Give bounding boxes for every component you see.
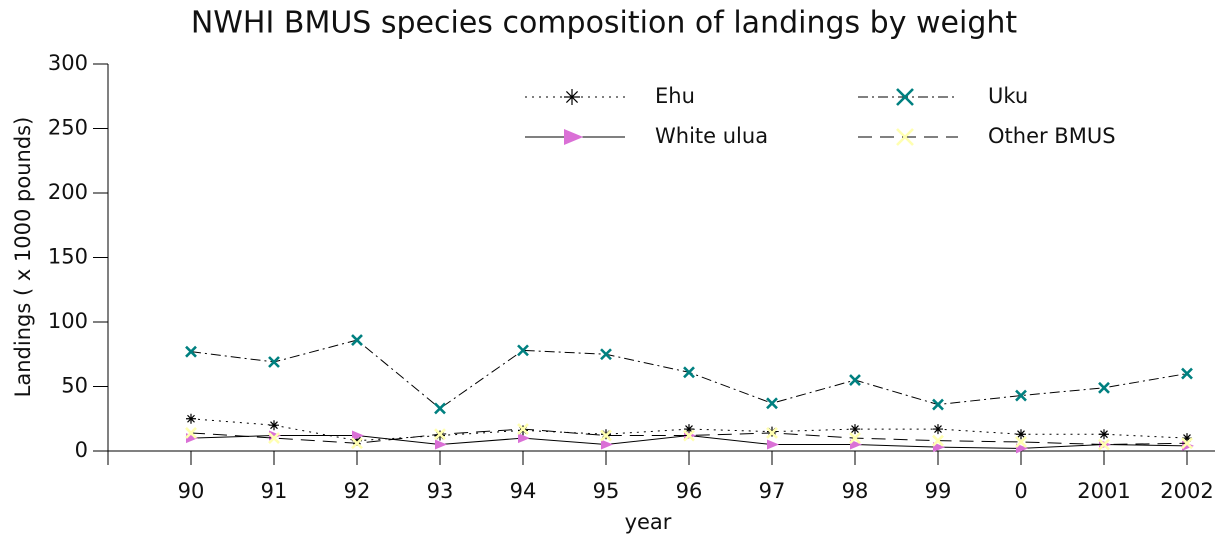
data-point	[600, 348, 612, 361]
x-tick-label: 96	[676, 479, 703, 503]
data-point	[933, 442, 945, 453]
legend-marker	[564, 89, 580, 105]
chart-title: NWHI BMUS species composition of landing…	[191, 6, 1018, 41]
x-tick-label: 99	[925, 479, 952, 503]
legend-label: Uku	[988, 84, 1028, 108]
legend-label: Ehu	[655, 84, 695, 108]
data-point	[684, 424, 694, 435]
x-tick-label: 97	[759, 479, 786, 503]
legend-label: Other BMUS	[988, 124, 1116, 148]
data-point	[185, 345, 197, 358]
data-point	[185, 427, 197, 439]
x-tick-label: 91	[261, 479, 288, 503]
x-tick-label: 93	[427, 479, 454, 503]
data-point	[683, 366, 695, 379]
y-tick-label: 0	[75, 438, 88, 462]
y-tick-label: 250	[48, 116, 88, 140]
x-tick-label: 95	[593, 479, 620, 503]
y-axis-label: Landings ( x 1000 pounds)	[11, 117, 35, 398]
data-point	[932, 434, 944, 447]
data-point	[1015, 389, 1027, 402]
data-point	[434, 402, 446, 415]
x-tick-label: 92	[344, 479, 371, 503]
x-tick-label: 0	[1014, 479, 1027, 503]
data-point	[601, 439, 613, 450]
data-point	[434, 428, 446, 441]
legend-label: White ulua	[655, 124, 768, 148]
y-tick-label: 300	[48, 51, 88, 75]
x-axis-label: year	[625, 510, 672, 534]
legend-marker	[564, 129, 584, 145]
data-point	[435, 439, 447, 450]
data-point	[767, 439, 779, 450]
data-point	[932, 398, 944, 411]
data-point	[849, 432, 861, 445]
data-point	[268, 432, 280, 445]
x-tick-label: 90	[178, 479, 205, 503]
data-point	[517, 423, 529, 435]
x-tick-label: 94	[510, 479, 537, 503]
data-point	[1181, 437, 1193, 450]
data-point	[1016, 429, 1026, 440]
legend-marker	[896, 128, 914, 146]
data-point	[766, 427, 778, 439]
data-point	[1181, 367, 1193, 380]
y-tick-label: 50	[61, 374, 88, 398]
x-tick-label: 2002	[1160, 479, 1213, 503]
data-point	[351, 334, 363, 346]
data-point	[518, 433, 530, 444]
legend-marker	[896, 88, 914, 106]
data-point	[766, 397, 778, 410]
data-point	[683, 429, 695, 442]
data-point	[1098, 438, 1110, 451]
series-line	[190, 339, 1188, 410]
data-point	[849, 374, 861, 386]
data-point	[517, 344, 529, 357]
data-point	[351, 437, 363, 450]
data-point	[933, 424, 943, 435]
data-point	[1098, 381, 1110, 394]
data-point	[269, 420, 279, 431]
data-point	[1182, 433, 1192, 444]
data-point	[352, 430, 364, 441]
data-point	[352, 435, 362, 446]
data-point	[1099, 429, 1109, 440]
y-tick-label: 150	[48, 245, 88, 269]
x-tick-label: 98	[842, 479, 869, 503]
y-tick-label: 200	[48, 180, 88, 204]
y-tick-label: 100	[48, 309, 88, 333]
data-point	[1016, 443, 1028, 454]
data-point	[268, 356, 280, 368]
data-point	[186, 413, 196, 424]
data-point	[850, 439, 862, 450]
x-tick-label: 2001	[1077, 479, 1130, 503]
data-point	[1015, 436, 1027, 448]
data-point	[600, 429, 612, 442]
data-point	[850, 424, 860, 435]
